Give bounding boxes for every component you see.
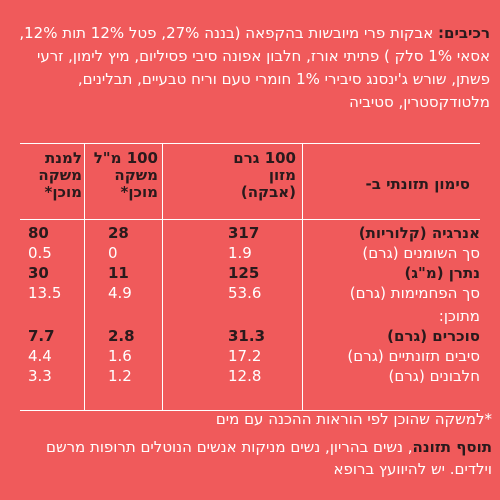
table-row: מתוכן: <box>20 307 480 326</box>
header-per-100g: 100 גרם מזון (אבקה) <box>233 149 296 201</box>
value-per-100g: 317 <box>228 224 260 242</box>
table-row: סוכרים (גרם) 31.3 2.8 7.7 <box>20 327 480 346</box>
value-per-100ml: 1.6 <box>108 347 132 365</box>
table-row: סך השומנים (גרם) 1.9 0 0.5 <box>20 244 480 263</box>
value-per-100ml: 4.9 <box>108 284 132 302</box>
warning-label: תוסף תזונה <box>412 438 492 456</box>
header-per-100ml: 100 מ"ל משקה מוכן* <box>93 149 158 201</box>
value-per-serving: 30 <box>28 264 49 282</box>
nutrition-table: סימון תזונתי ב- 100 גרם מזון (אבקה) 100 … <box>20 143 480 411</box>
table-row: אנרגיה (קלוריות) 317 28 80 <box>20 224 480 243</box>
nutrient-label: נתרן (מ"ג) <box>404 264 480 282</box>
column-divider <box>84 144 85 410</box>
table-row: סך הפחמימות (גרם) 53.6 4.9 13.5 <box>20 284 480 303</box>
header-label: סימון תזונתי ב- <box>365 175 470 193</box>
column-divider <box>162 144 163 410</box>
value-per-100g: 125 <box>228 264 260 282</box>
nutrient-label: סוכרים (גרם) <box>387 327 480 345</box>
nutrient-label: סיבים תזונתיים (גרם) <box>347 347 480 365</box>
nutrient-label: סך הפחמימות (גרם) <box>349 284 480 302</box>
value-per-100g: 31.3 <box>228 327 266 345</box>
ingredients-body: אבקות פרי מיובשות בהקפאה (בננה 27%, פטל … <box>19 24 490 111</box>
value-per-100g: 17.2 <box>228 347 262 365</box>
footnote: *למשקה שהוכן לפי הוראות ההכנה עם מים <box>215 410 492 428</box>
value-per-100ml: 1.2 <box>108 367 132 385</box>
value-per-serving: 80 <box>28 224 49 242</box>
ingredients-label: רכיבים: <box>438 24 490 42</box>
nutrient-label: סך השומנים (גרם) <box>362 244 480 262</box>
table-row: חלבונים (גרם) 12.8 1.2 3.3 <box>20 367 480 386</box>
header-divider <box>20 219 480 220</box>
value-per-serving: 7.7 <box>28 327 55 345</box>
value-per-100g: 53.6 <box>228 284 262 302</box>
value-per-serving: 4.4 <box>28 347 52 365</box>
ingredients-text: רכיבים: אבקות פרי מיובשות בהקפאה (בננה 2… <box>18 22 490 114</box>
value-per-serving: 13.5 <box>28 284 62 302</box>
value-per-100ml: 28 <box>108 224 129 242</box>
value-per-100ml: 11 <box>108 264 129 282</box>
value-per-100g: 1.9 <box>228 244 252 262</box>
value-per-100g: 12.8 <box>228 367 262 385</box>
value-per-100ml: 0 <box>108 244 118 262</box>
column-divider <box>302 144 303 410</box>
value-per-100ml: 2.8 <box>108 327 135 345</box>
value-per-serving: 3.3 <box>28 367 52 385</box>
value-per-serving: 0.5 <box>28 244 52 262</box>
warning-text: תוסף תזונה, נשים בהריון, נשים מניקות אנש… <box>20 436 492 480</box>
nutrient-label: חלבונים (גרם) <box>388 367 480 385</box>
header-per-serving: למנת משקה מוכן* <box>38 149 82 201</box>
table-row: נתרן (מ"ג) 125 11 30 <box>20 264 480 283</box>
nutrient-label: אנרגיה (קלוריות) <box>358 224 480 242</box>
nutrient-label: מתוכן: <box>438 307 480 325</box>
table-row: סיבים תזונתיים (גרם) 17.2 1.6 4.4 <box>20 347 480 366</box>
warning-body: , נשים בהריון, נשים מניקות אנשים הנוטלים… <box>45 438 492 478</box>
